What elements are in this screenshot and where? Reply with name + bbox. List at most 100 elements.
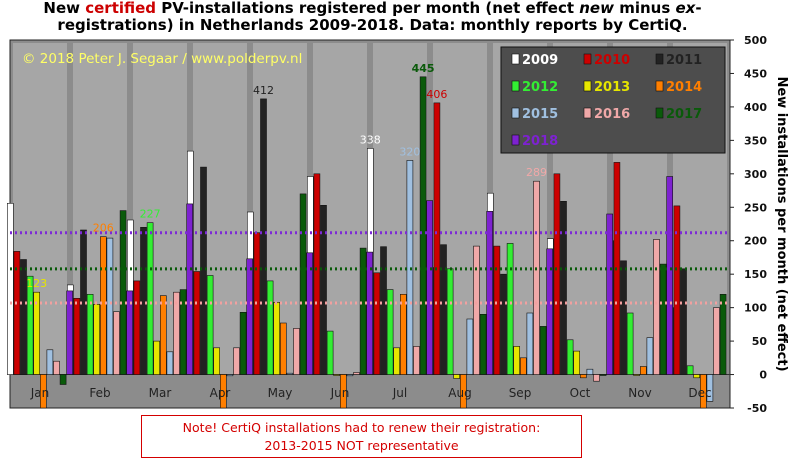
bar-2016-Apr <box>233 347 240 375</box>
data-label-2015-Jul: 320 <box>399 145 420 158</box>
bar-2013-Feb <box>93 303 100 375</box>
legend-swatch-2013 <box>583 80 592 92</box>
x-tick-label-Nov: Nov <box>628 386 651 400</box>
bar-2017-Sep <box>539 326 547 375</box>
data-label-2013-Jan: 123 <box>26 277 47 290</box>
bar-2013-Jul <box>393 347 401 375</box>
bar-2016-Oct <box>593 374 600 382</box>
bar-2016-Mar <box>173 291 180 375</box>
bar-2013-Aug <box>453 374 461 379</box>
y-tick-label: 100 <box>744 302 767 315</box>
data-label-2014-Feb: 206 <box>93 222 114 235</box>
y-tick-label: 450 <box>744 67 767 80</box>
bar-2017-Mar <box>179 289 187 375</box>
bar-2013-Jun <box>333 374 341 376</box>
bar-2017-Dec <box>719 293 727 375</box>
bar-2016-Feb <box>113 311 120 375</box>
bar-2013-Jan <box>33 291 41 375</box>
bar-2014-Jun <box>339 374 347 409</box>
bar-2015-Dec <box>706 374 714 402</box>
bar-2012-Oct <box>566 339 574 375</box>
bar-2014-Oct <box>579 374 587 379</box>
bar-2018-Jul <box>426 200 434 375</box>
y-tick-label: 250 <box>744 201 767 214</box>
bar-2010-Feb <box>73 297 81 375</box>
bar-2016-Aug <box>473 245 480 375</box>
title-part: New <box>43 0 86 17</box>
bar-2016-Jan <box>53 360 60 375</box>
x-tick-label-Jun: Jun <box>330 386 350 400</box>
bar-2016-May <box>293 328 300 375</box>
bar-2012-May <box>266 280 274 375</box>
bar-2014-Feb <box>100 236 107 375</box>
bar-2015-Jun <box>346 374 354 377</box>
x-tick-label-Sep: Sep <box>509 386 532 400</box>
bar-2013-May <box>273 301 281 375</box>
bar-2017-Apr <box>239 311 247 375</box>
bar-2012-Jan <box>26 275 34 375</box>
bar-2011-Jul <box>380 246 387 375</box>
bar-2013-Nov <box>633 374 641 376</box>
bar-2015-May <box>286 372 294 375</box>
bar-2012-Jul <box>386 289 394 375</box>
bar-2015-Aug <box>466 318 474 375</box>
bar-2016-Jul <box>413 346 420 375</box>
title-part: PV-installations registered per month (n… <box>156 0 580 17</box>
bar-2012-Nov <box>626 312 634 375</box>
bar-2014-May <box>279 322 287 375</box>
bar-2018-Mar <box>186 203 193 375</box>
title-ex-word: ex <box>675 0 696 17</box>
bar-2014-Dec <box>699 374 707 409</box>
bar-2017-Jul <box>419 76 427 375</box>
bar-2015-Oct <box>586 368 594 375</box>
bar-2012-Apr <box>206 275 214 375</box>
bar-2010-Oct <box>553 173 561 375</box>
bar-2018-Feb <box>126 290 133 375</box>
bar-2011-Dec <box>680 268 687 375</box>
x-tick-label-Oct: Oct <box>570 386 591 400</box>
y-tick-label: 400 <box>744 101 767 114</box>
legend-label-2009: 2009 <box>522 53 558 68</box>
bar-2016-Jun <box>353 372 360 375</box>
bar-2012-Dec <box>686 365 694 375</box>
bar-2011-Sep <box>500 273 507 375</box>
bar-2015-Mar <box>166 351 174 375</box>
bar-2018-Apr <box>246 258 253 375</box>
bar-2014-Sep <box>519 357 527 375</box>
bar-2014-Aug <box>459 374 467 409</box>
y-tick-label: 300 <box>744 168 767 181</box>
legend-label-2017: 2017 <box>666 107 702 122</box>
legend-swatch-2015 <box>511 107 520 119</box>
data-label-2016-Sep: 289 <box>526 166 547 179</box>
legend-swatch-2009 <box>511 53 520 65</box>
bar-2015-Nov <box>646 337 654 375</box>
y-tick-label: 200 <box>744 235 767 248</box>
x-tick-label-Mar: Mar <box>149 386 172 400</box>
y-tick-label: 50 <box>752 335 768 348</box>
bar-2015-Feb <box>106 237 114 375</box>
note-box: Note! CertiQ installations had to renew … <box>141 415 582 458</box>
bar-2017-May <box>299 193 307 375</box>
note-line-1: Note! CertiQ installations had to renew … <box>182 420 541 435</box>
bar-2011-Jan <box>20 259 27 375</box>
legend-label-2018: 2018 <box>522 134 558 149</box>
bar-2012-Jun <box>326 330 334 375</box>
legend-label-2013: 2013 <box>594 80 630 95</box>
x-tick-label-Apr: Apr <box>210 386 231 400</box>
y-axis-label: New installations per month (net effect) <box>774 76 789 371</box>
bar-2013-Apr <box>213 347 220 375</box>
bar-2017-Oct <box>599 374 607 376</box>
legend-label-2012: 2012 <box>522 80 558 95</box>
bar-2010-Jan <box>13 251 21 375</box>
bar-2012-Mar <box>146 222 154 375</box>
bar-2015-Sep <box>526 312 534 375</box>
bar-2018-May <box>306 252 314 375</box>
title-new-word: new <box>579 0 614 17</box>
legend-label-2016: 2016 <box>594 107 630 122</box>
bar-2010-Dec <box>673 205 681 375</box>
title-part: -registrations) in Netherlands 2009-2018… <box>57 0 702 34</box>
bar-2018-Sep <box>546 248 554 375</box>
x-tick-label-May: May <box>268 386 293 400</box>
x-tick-label-Aug: Aug <box>448 386 471 400</box>
bar-2011-Oct <box>560 201 567 375</box>
